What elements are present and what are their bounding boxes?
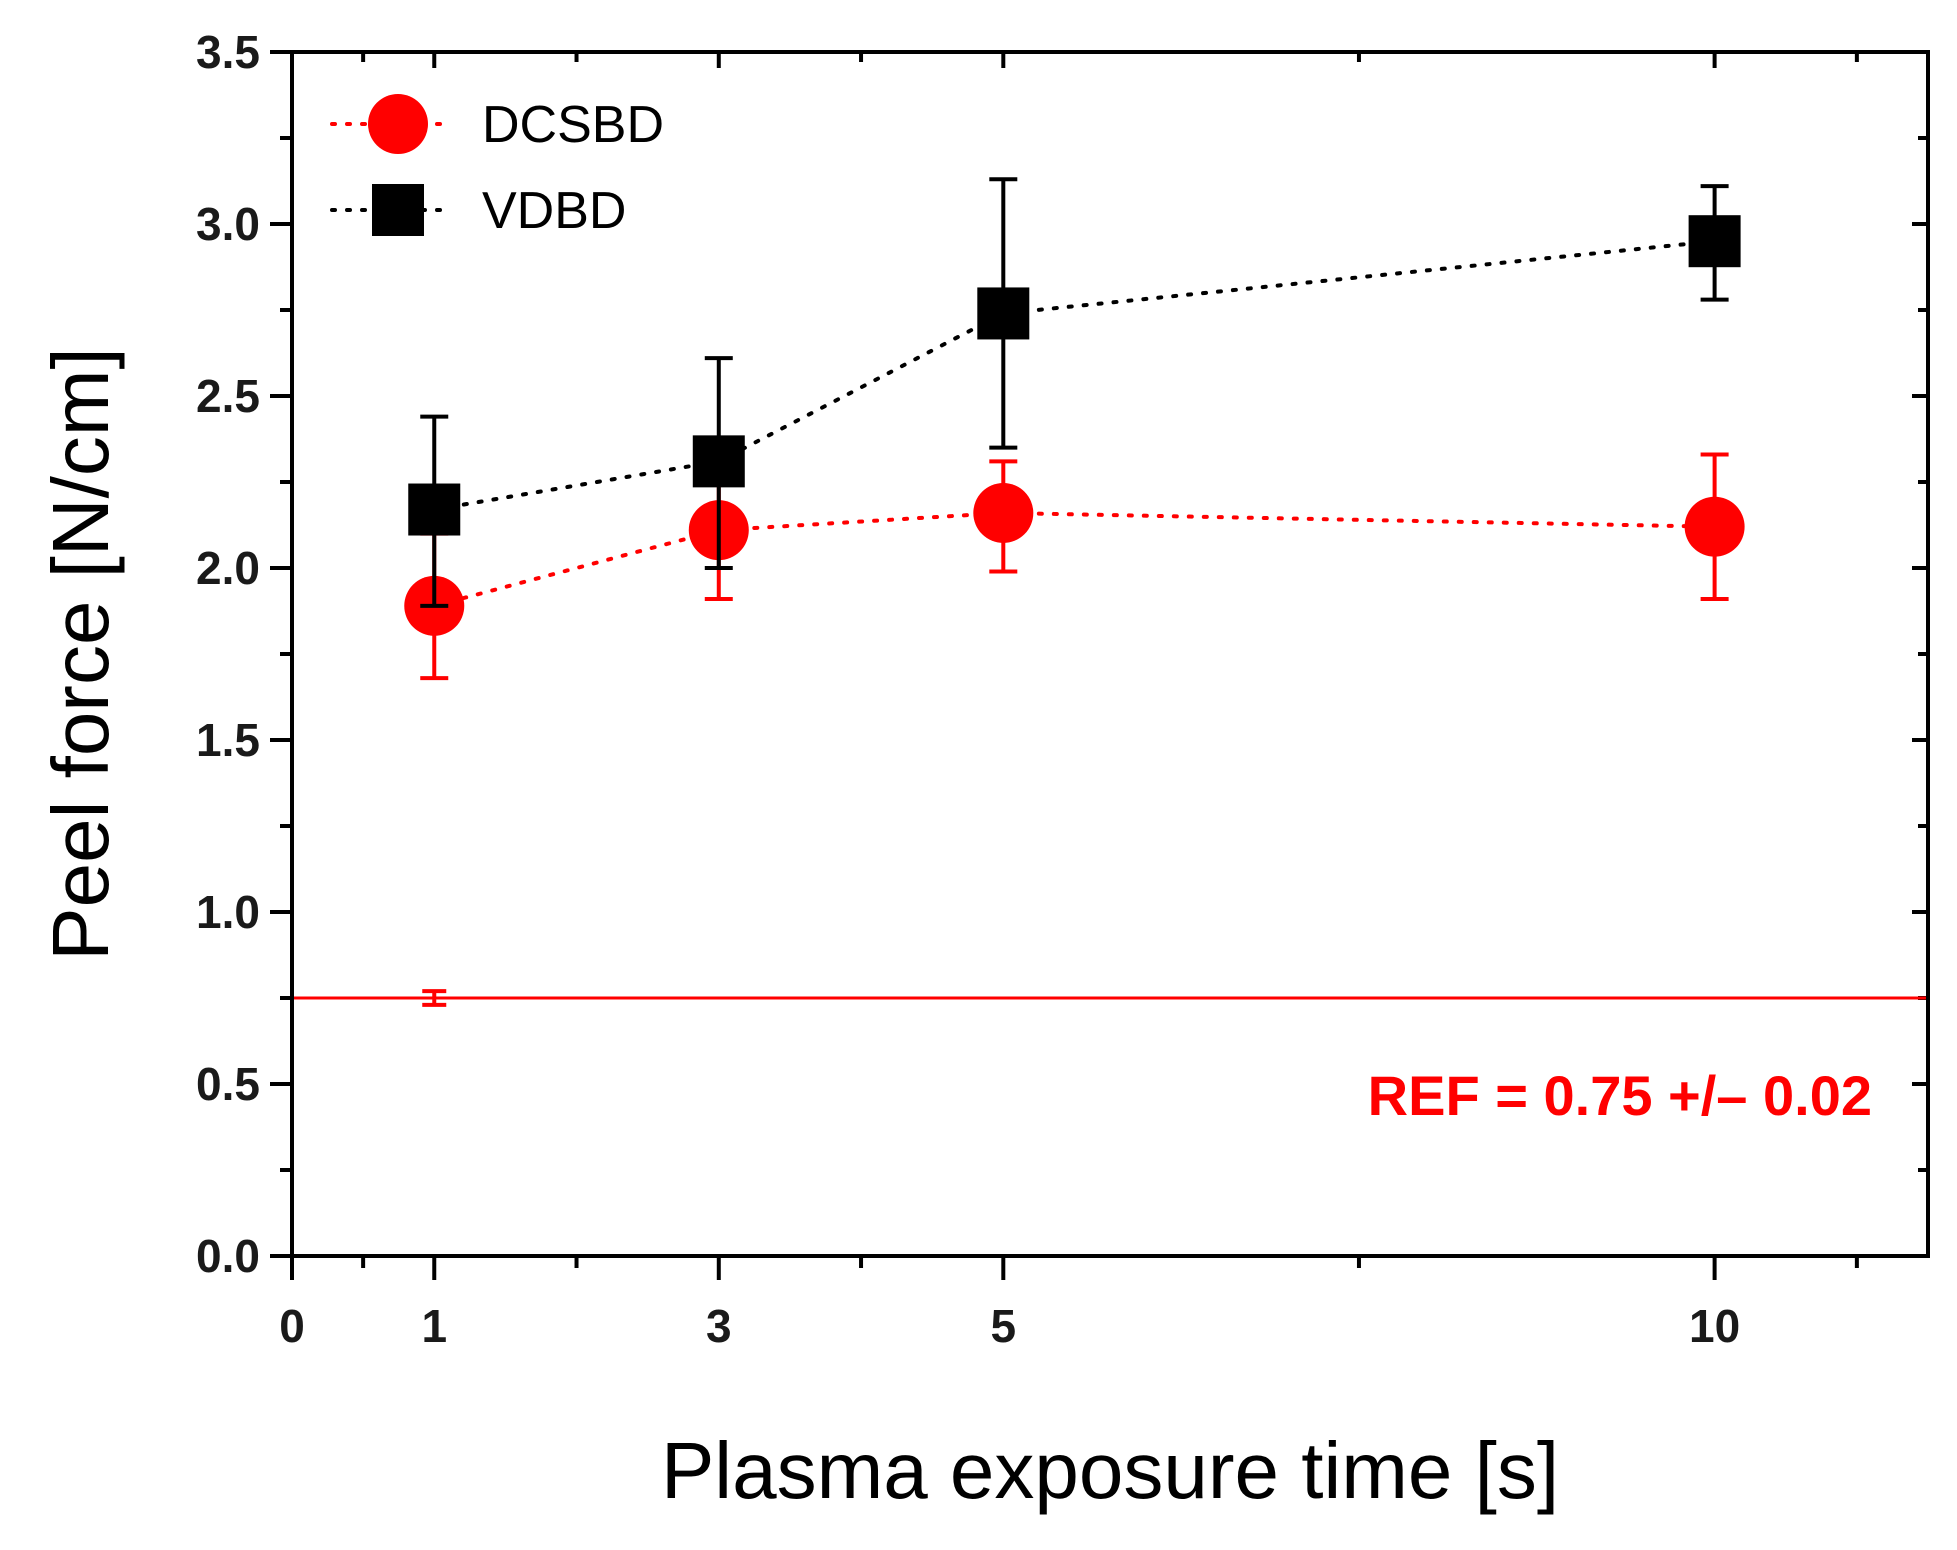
y-tick-label: 1.0 <box>196 886 260 938</box>
data-point <box>692 435 745 488</box>
series-vdbd <box>408 177 1741 608</box>
y-tick-label: 1.5 <box>196 714 260 766</box>
data-point <box>1684 496 1745 557</box>
x-tick-label: 3 <box>706 1300 732 1352</box>
y-tick-label: 3.0 <box>196 198 260 250</box>
y-tick-label: 0.0 <box>196 1230 260 1282</box>
x-tick-label: 0 <box>279 1300 305 1352</box>
series-line <box>432 510 1717 608</box>
legend-marker <box>368 94 428 154</box>
y-tick-label: 2.0 <box>196 542 260 594</box>
legend: DCSBD VDBD <box>330 94 664 240</box>
y-tick-label: 0.5 <box>196 1058 260 1110</box>
plot-frame <box>290 50 1930 1258</box>
y-tick-label: 2.5 <box>196 370 260 422</box>
data-point <box>408 483 461 536</box>
legend-label: DCSBD <box>482 96 664 154</box>
data-point <box>977 287 1030 340</box>
reference-error-bar <box>422 989 447 1007</box>
x-axis-title: Plasma exposure time [s] <box>661 1426 1559 1515</box>
series-layer <box>404 177 1745 681</box>
data-point <box>973 482 1034 543</box>
series-dcsbd <box>404 452 1745 681</box>
y-tick-label: 3.5 <box>196 26 260 78</box>
x-tick-label: 5 <box>991 1300 1017 1352</box>
reference-layer: REF = 0.75 +/– 0.02 <box>292 989 1928 1127</box>
y-axis-title: Peel force [N/cm] <box>36 347 125 961</box>
legend-marker <box>372 184 424 236</box>
legend-label: VDBD <box>482 182 626 240</box>
x-tick-label: 1 <box>421 1300 447 1352</box>
series-line <box>432 239 1717 512</box>
data-point <box>1688 215 1741 268</box>
x-tick-label: 10 <box>1689 1300 1740 1352</box>
reference-label: REF = 0.75 +/– 0.02 <box>1368 1064 1872 1127</box>
ticks-layer: 0.0 0.5 1.0 1.5 2.0 2.5 3.0 3.5 0 1 3 5 10 <box>196 26 1928 1352</box>
